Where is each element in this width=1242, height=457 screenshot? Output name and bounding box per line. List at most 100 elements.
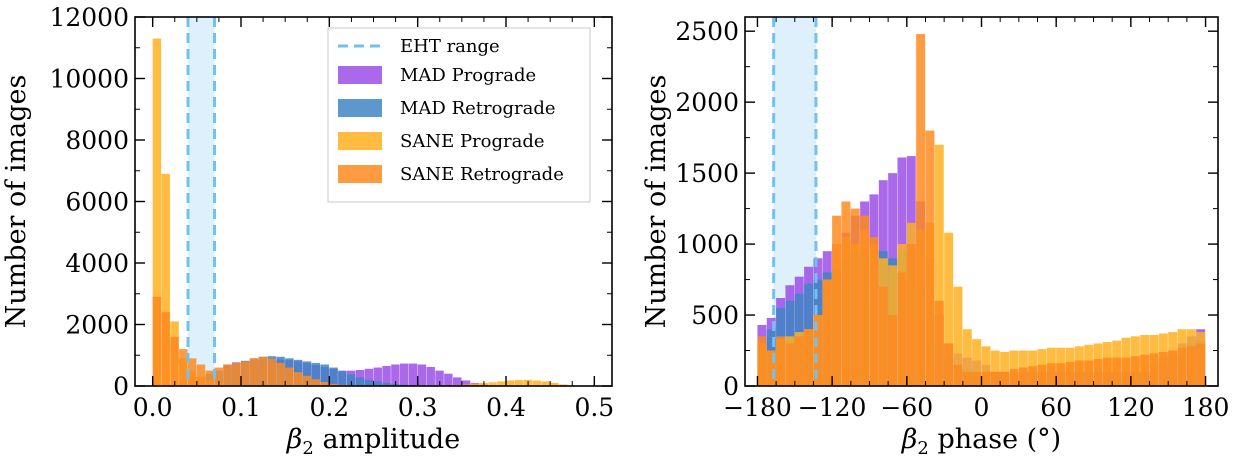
histogram-bar [851,209,860,386]
histogram-bar [365,380,373,386]
histogram-bar [785,343,794,386]
x-tick-label: 0.0 [133,393,173,422]
histogram-bar [1084,360,1093,386]
histogram-bar [206,371,214,386]
eht-range-band [188,17,215,386]
legend: EHT range MAD Prograde MAD Retrograde SANE … [328,28,590,202]
y-tick-label: 1500 [675,159,739,188]
series-sane-retrograde [757,34,1205,386]
legend-swatch [338,165,382,183]
histogram-bar [1112,358,1121,386]
histogram-bar [232,363,240,386]
histogram-bar [276,363,284,386]
legend-entry-label: SANE Prograde [400,131,545,152]
y-tick-label: 2000 [675,88,739,117]
y-tick-label: 0 [113,372,129,401]
histogram-bar [1000,372,1009,386]
histogram-bar [1047,363,1056,386]
histogram-bar [860,216,869,386]
histogram-bar [1122,358,1131,386]
legend-swatch [338,99,382,117]
x-tick-label: 0.4 [486,393,526,422]
histogram-bar [1178,348,1187,386]
histogram-bar [1038,365,1047,386]
histogram-bar [453,377,461,386]
histogram-bar [1131,356,1140,386]
histogram-bar [1150,353,1159,386]
y-axis-label: Number of images [641,75,672,329]
histogram-bar [982,372,991,386]
histogram-bar [1196,343,1205,386]
y-tick-label: 4000 [65,249,129,278]
histogram-bar [1075,360,1084,386]
histogram-bar [1140,355,1149,386]
histogram-bar [409,364,417,386]
histogram-bar [418,364,426,386]
x-axis-label-text: amplitude [314,424,460,455]
x-axis-label-subscript: 2 [917,438,928,457]
histogram-bar [338,371,346,386]
histogram-bar [1168,351,1177,386]
histogram-bar [963,372,972,386]
histogram-bar [1103,358,1112,386]
histogram-bar [153,297,161,386]
histogram-bar [953,365,962,386]
histogram-bar [757,336,766,386]
histogram-bar [268,359,276,386]
y-tick-label: 2000 [65,311,129,340]
x-tick-label: 0.2 [309,393,349,422]
x-axis-label: β2 phase (°) [901,424,1061,457]
x-tick-label: −60 [880,393,933,422]
histogram-bar [832,216,841,386]
histogram-bar [427,367,435,386]
y-tick-label: 0 [723,372,739,401]
histogram-bar [312,379,320,386]
x-axis-label-subscript: 2 [302,438,313,457]
x-tick-label: 0 [974,393,990,422]
histogram-bar [356,377,364,386]
legend-entry-label: MAD Retrograde [400,98,556,119]
histogram-bar [170,337,178,386]
phase-histogram-panel: −180 −120 −60 0 60 120 180 0 500 1000 1500 2000 2500… [641,17,1229,457]
histogram-bar [888,315,897,386]
histogram-bar [972,372,981,386]
histogram-bar [925,131,934,386]
histogram-bar [179,349,187,386]
y-tick-label: 10000 [49,65,129,94]
x-tick-label: 0.1 [221,393,261,422]
histogram-bar [991,372,1000,386]
histogram-bar [294,372,302,386]
histogram-bar [197,364,205,386]
x-tick-label: 180 [1182,393,1230,422]
histogram-bar [250,358,258,386]
histogram-bar [944,343,953,386]
x-axis-label-text: phase (°) [929,424,1061,455]
histogram-bar [1056,363,1065,386]
y-axis-label: Number of images [1,75,32,329]
histogram-bar [533,380,541,386]
histogram-bar [1159,352,1168,386]
y-tick-label: 12000 [49,3,129,32]
histogram-bar [1066,362,1075,386]
histogram-bar [241,361,249,386]
histogram-bar [400,364,408,386]
histogram-bar [1019,368,1028,386]
histogram-bar [935,301,944,386]
histogram-bar [907,244,916,386]
y-tick-label: 2500 [675,17,739,46]
histogram-bar [1187,346,1196,386]
histogram-bar [329,368,337,386]
histogram-bar [223,364,231,386]
legend-entry-label: SANE Retrograde [400,164,564,185]
histogram-bar [897,272,906,386]
histogram-bar [285,368,293,386]
histogram-bar [506,380,514,386]
histogram-bar [823,280,832,386]
histogram-bar [162,312,170,386]
x-tick-label: 0.5 [574,393,614,422]
y-tick-label: 8000 [65,126,129,155]
histogram-bar [916,34,925,386]
legend-swatch [338,66,382,84]
histogram-bar [804,329,813,386]
